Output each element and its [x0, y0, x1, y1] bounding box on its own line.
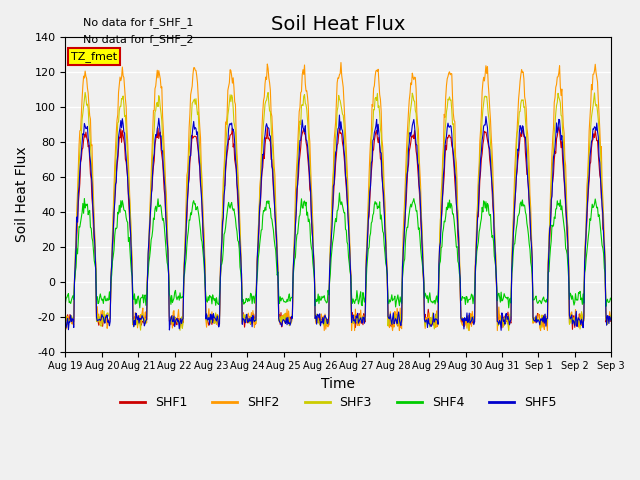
SHF1 — [127, 251, 135, 256]
Text: TZ_fmet: TZ_fmet — [71, 51, 117, 62]
SHF5 — [127, 252, 135, 258]
Y-axis label: Soil Heat Flux: Soil Heat Flux — [15, 146, 29, 242]
SHF1 — [72, 269, 79, 275]
SHF2 — [72, 264, 79, 270]
SHF2 — [337, 60, 345, 65]
SHF5 — [497, 327, 505, 333]
SHF4 — [136, 305, 143, 311]
Legend: SHF1, SHF2, SHF3, SHF4, SHF5: SHF1, SHF2, SHF3, SHF4, SHF5 — [115, 392, 562, 415]
SHF3 — [607, 315, 615, 321]
Line: SHF3: SHF3 — [65, 93, 611, 331]
SHF3 — [81, 90, 89, 96]
SHF5 — [421, 319, 429, 325]
SHF5 — [335, 112, 343, 118]
SHF5 — [607, 318, 615, 324]
SHF5 — [72, 261, 79, 266]
SHF5 — [183, 207, 191, 213]
SHF3 — [129, 267, 136, 273]
Line: SHF1: SHF1 — [65, 127, 611, 329]
SHF4 — [212, 295, 220, 300]
X-axis label: Time: Time — [321, 377, 355, 391]
Text: No data for f_SHF_1: No data for f_SHF_1 — [83, 17, 193, 28]
SHF3 — [405, 120, 413, 126]
SHF2 — [61, 315, 69, 321]
SHF1 — [555, 124, 563, 130]
Line: SHF5: SHF5 — [65, 115, 611, 330]
SHF5 — [405, 140, 413, 146]
SHF1 — [61, 315, 69, 321]
Line: SHF2: SHF2 — [65, 62, 611, 331]
SHF3 — [421, 324, 429, 329]
SHF3 — [505, 328, 513, 334]
SHF4 — [335, 190, 343, 196]
SHF1 — [404, 162, 412, 168]
Title: Soil Heat Flux: Soil Heat Flux — [271, 15, 406, 34]
Text: No data for f_SHF_2: No data for f_SHF_2 — [83, 34, 194, 45]
SHF2 — [406, 90, 414, 96]
SHF2 — [422, 315, 430, 321]
SHF4 — [184, 234, 191, 240]
SHF1 — [420, 312, 428, 318]
SHF1 — [212, 317, 220, 323]
SHF5 — [61, 325, 69, 331]
SHF4 — [607, 297, 615, 303]
SHF2 — [321, 328, 328, 334]
SHF4 — [61, 300, 69, 306]
SHF3 — [72, 249, 79, 255]
SHF1 — [568, 326, 576, 332]
SHF4 — [127, 269, 135, 275]
SHF3 — [184, 175, 191, 180]
SHF3 — [212, 321, 220, 327]
SHF3 — [61, 315, 69, 321]
SHF1 — [183, 216, 191, 222]
SHF1 — [607, 317, 615, 323]
SHF4 — [72, 269, 79, 275]
Line: SHF4: SHF4 — [65, 193, 611, 308]
SHF4 — [422, 292, 430, 298]
SHF2 — [127, 243, 135, 249]
SHF2 — [607, 313, 615, 319]
SHF2 — [183, 172, 191, 178]
SHF5 — [212, 316, 220, 322]
SHF2 — [212, 320, 220, 325]
SHF4 — [406, 204, 414, 210]
